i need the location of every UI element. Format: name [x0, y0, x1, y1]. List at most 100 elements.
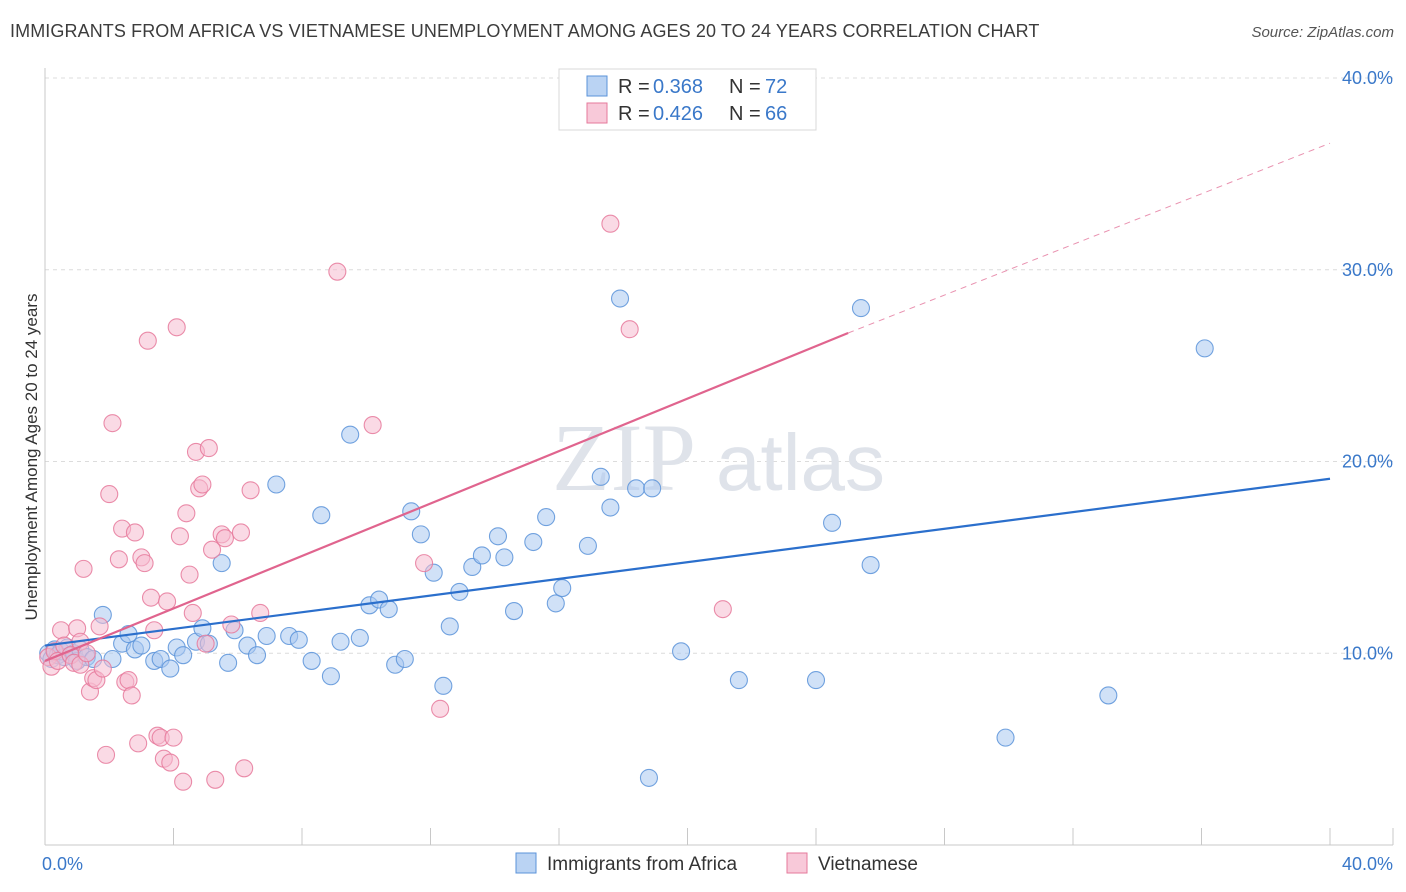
point-africa-27: [212, 554, 231, 573]
point-africa-61: [553, 579, 572, 598]
point-vietnamese-65: [713, 600, 732, 619]
point-africa-33: [267, 475, 286, 494]
bottom-legend-swatch-africa: [515, 852, 537, 874]
legend-n-label-africa: N =: [729, 76, 761, 98]
point-africa-50: [434, 676, 453, 695]
legend-n-value-vietnamese: 66: [765, 103, 787, 125]
point-vietnamese-41: [174, 772, 193, 791]
point-africa-32: [257, 626, 276, 646]
point-vietnamese-11: [74, 559, 93, 578]
point-vietnamese-64: [620, 320, 639, 339]
point-vietnamese-26: [125, 523, 144, 542]
point-africa-66: [627, 479, 646, 498]
point-vietnamese-42: [177, 504, 196, 523]
point-africa-57: [504, 602, 524, 621]
point-africa-37: [312, 506, 331, 525]
point-vietnamese-44: [183, 603, 202, 623]
series-legend: Immigrants from Africa Vietnamese: [515, 852, 918, 875]
point-vietnamese-51: [206, 770, 225, 789]
series-vietnamese-points: [39, 214, 732, 791]
point-vietnamese-17: [93, 659, 112, 678]
point-vietnamese-54: [222, 615, 241, 634]
point-africa-60: [546, 594, 565, 613]
point-africa-70: [729, 671, 748, 690]
y-tick-label-0: 10.0%: [1342, 643, 1393, 663]
point-vietnamese-19: [100, 485, 119, 504]
point-africa-48: [411, 525, 430, 544]
point-africa-64: [601, 498, 620, 517]
point-africa-21: [161, 659, 180, 678]
point-africa-38: [321, 667, 340, 686]
chart-title: IMMIGRANTS FROM AFRICA VS VIETNAMESE UNE…: [10, 21, 1040, 41]
point-vietnamese-49: [199, 439, 218, 458]
point-africa-36: [302, 651, 321, 670]
point-vietnamese-47: [193, 475, 212, 494]
y-tick-labels: 10.0% 20.0% 30.0% 40.0%: [1342, 68, 1393, 663]
point-vietnamese-18: [96, 745, 116, 764]
point-vietnamese-29: [135, 554, 154, 573]
point-vietnamese-56: [235, 759, 254, 778]
point-africa-75: [996, 728, 1015, 747]
point-vietnamese-55: [231, 523, 251, 542]
point-vietnamese-27: [129, 734, 148, 753]
legend-r-value-africa: 0.368: [653, 76, 703, 98]
trend-line-africa: [44, 477, 1331, 647]
point-vietnamese-59: [328, 262, 347, 281]
bottom-legend-label-africa: Immigrants from Africa: [547, 854, 737, 875]
legend-r-value-vietnamese: 0.426: [653, 103, 703, 125]
point-vietnamese-31: [141, 588, 161, 607]
point-vietnamese-37: [161, 753, 180, 772]
point-africa-44: [379, 600, 398, 619]
y-tick-label-3: 40.0%: [1342, 68, 1393, 88]
point-vietnamese-61: [415, 554, 434, 573]
point-africa-74: [861, 555, 880, 575]
legend-n-value-africa: 72: [765, 76, 787, 98]
point-vietnamese-50: [203, 540, 222, 559]
point-vietnamese-38: [164, 728, 183, 747]
point-vietnamese-36: [158, 592, 177, 611]
point-vietnamese-25: [122, 686, 141, 705]
point-africa-77: [1195, 339, 1214, 358]
point-vietnamese-43: [180, 565, 199, 584]
point-africa-28: [219, 653, 238, 672]
legend-swatch-vietnamese: [586, 102, 608, 124]
x-tick-label-max: 40.0%: [1342, 854, 1393, 874]
trend-extension-vietnamese: [847, 142, 1331, 334]
point-africa-56: [495, 548, 514, 567]
point-vietnamese-24: [119, 671, 138, 690]
axes: [44, 68, 1394, 846]
point-africa-69: [672, 642, 691, 661]
point-vietnamese-4: [52, 621, 71, 640]
bottom-legend-label-vietnamese: Vietnamese: [818, 854, 918, 875]
point-africa-18: [132, 636, 151, 655]
bottom-legend-swatch-vietnamese: [786, 852, 808, 874]
point-africa-59: [537, 508, 556, 527]
watermark-atlas: atlas: [716, 418, 885, 507]
point-africa-41: [350, 628, 369, 647]
point-africa-23: [174, 646, 193, 665]
trend-line-vietnamese: [44, 332, 849, 662]
legend-n-label-vietnamese: N =: [729, 103, 761, 125]
point-africa-46: [395, 649, 414, 669]
point-vietnamese-62: [431, 699, 450, 718]
point-africa-68: [639, 768, 659, 787]
y-tick-label-2: 30.0%: [1342, 260, 1393, 280]
point-vietnamese-39: [167, 318, 186, 337]
point-africa-58: [524, 532, 543, 552]
gridlines: [45, 77, 1393, 654]
trend-lines: [44, 142, 1331, 662]
point-vietnamese-16: [90, 617, 109, 636]
point-africa-25: [193, 619, 212, 638]
legend-r-label-africa: R =: [618, 76, 650, 98]
point-vietnamese-48: [196, 634, 215, 653]
point-africa-35: [289, 630, 308, 649]
point-africa-71: [806, 671, 826, 690]
point-africa-63: [591, 467, 610, 486]
point-vietnamese-53: [215, 529, 234, 548]
stats-legend: R = 0.368 N = 72 R = 0.426 N = 66: [558, 68, 817, 131]
point-africa-67: [643, 479, 662, 498]
point-africa-76: [1099, 686, 1118, 705]
point-vietnamese-57: [241, 481, 260, 500]
point-africa-62: [578, 536, 597, 555]
y-axis-label: Unemployment Among Ages 20 to 24 years: [22, 294, 41, 621]
